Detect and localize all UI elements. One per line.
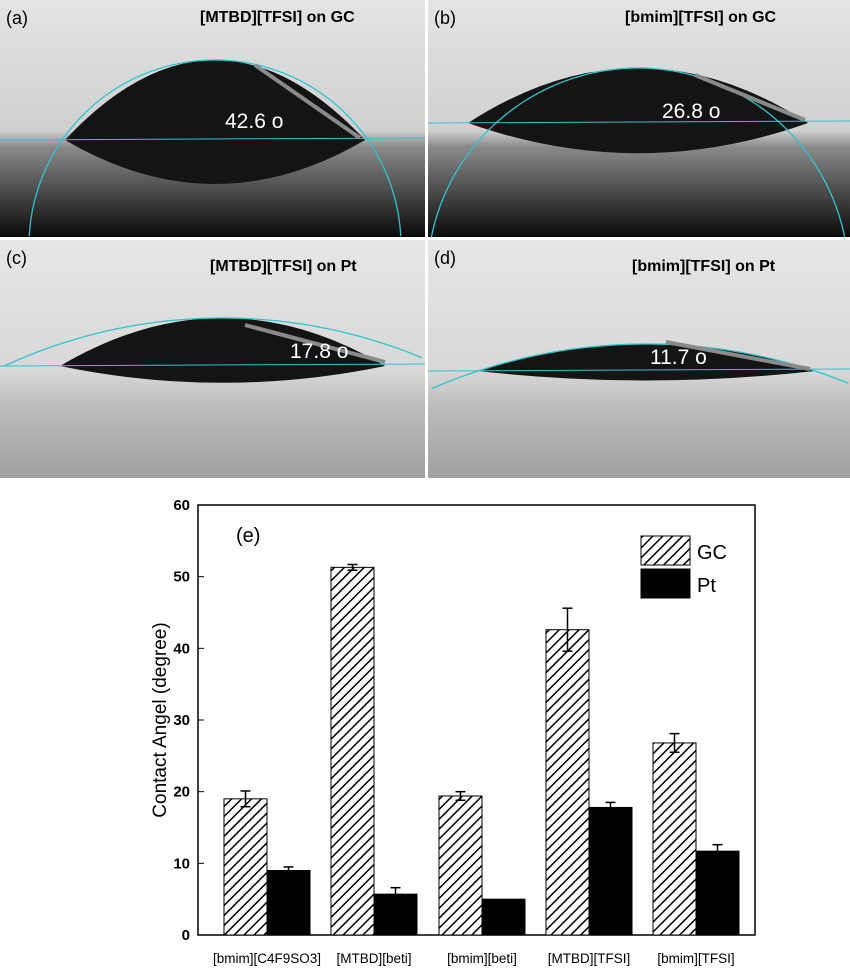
panel-tag: (a) [6, 8, 28, 28]
droplet [60, 318, 385, 383]
photo-panel-a: 42.6 o (a) [MTBD][TFSI] on GC [0, 0, 426, 237]
legend-label: GC [697, 542, 727, 564]
bar-pt [266, 870, 311, 936]
bar-pt [695, 850, 740, 936]
angle-label: 17.8 o [290, 340, 348, 363]
bar-gc [438, 795, 483, 936]
panel-title: [MTBD][TFSI] on Pt [210, 258, 357, 275]
bar-gc [652, 742, 697, 936]
bar-gc [223, 798, 268, 936]
baseline [0, 363, 426, 367]
bar-pt [588, 806, 633, 936]
photo-panel-b: 26.8 o (b) [bmim][TFSI] on GC [427, 0, 850, 237]
baseline [0, 137, 426, 141]
photo-panel-c: 17.8 o (c) [MTBD][TFSI] on Pt [0, 240, 426, 478]
angle-label: 42.6 o [225, 110, 283, 133]
photo-panel-d: 11.7 o (d) [bmim][TFSI] on Pt [427, 240, 850, 478]
panel-title: [bmim][TFSI] on Pt [632, 258, 776, 275]
droplet [468, 68, 808, 154]
bar-chart: 0 10 20 30 40 50 60 Contact Angel (degree) (e) [b… [150, 497, 756, 966]
photo-panels: 42.6 o (a) [MTBD][TFSI] on GC 26.8 o (b) [bmi… [0, 0, 850, 478]
panel-title: [MTBD][TFSI] on GC [200, 9, 355, 26]
bar-gc [545, 629, 590, 936]
panel-tag: (d) [434, 248, 456, 268]
panel-tag: (e) [236, 525, 260, 547]
legend-label: Pt [697, 575, 716, 597]
fit-circle [28, 59, 402, 237]
y-tick-label: 50 [173, 569, 190, 586]
fit-circle [430, 67, 846, 237]
tangent-line [244, 323, 386, 364]
bar-gc [330, 566, 375, 936]
baseline [427, 120, 850, 124]
x-tick-label: [MTBD][TFSI] [548, 951, 631, 966]
angle-label: 26.8 o [662, 100, 720, 123]
angle-label: 11.7 o [650, 346, 707, 369]
fit-circle [2, 317, 422, 368]
y-tick-label: 10 [173, 855, 190, 872]
y-axis-label: Contact Angel (degree) [150, 622, 171, 817]
y-tick-label: 0 [182, 927, 190, 944]
x-tick-label: [bmim][beti] [447, 951, 517, 966]
legend-swatch [640, 568, 691, 599]
tangent-line [694, 73, 806, 122]
panel-tag: (c) [6, 248, 27, 268]
y-tick-label: 60 [173, 497, 190, 514]
fit-circle [431, 343, 849, 390]
x-tick-label: [MTBD][beti] [336, 951, 411, 966]
baseline [427, 368, 850, 372]
legend-swatch [640, 535, 691, 566]
y-tick-label: 30 [173, 712, 190, 729]
panel-title: [bmim][TFSI] on GC [625, 9, 777, 26]
tangent-line [665, 340, 811, 371]
y-tick-label: 40 [173, 640, 190, 657]
panel-tag: (b) [434, 8, 456, 28]
y-tick-label: 20 [173, 784, 190, 801]
x-tick-label: [bmim][TFSI] [657, 951, 734, 966]
tangent-line [253, 63, 362, 140]
bar-pt [481, 898, 526, 936]
x-tick-label: [bmim][C4F9SO3] [213, 951, 321, 966]
